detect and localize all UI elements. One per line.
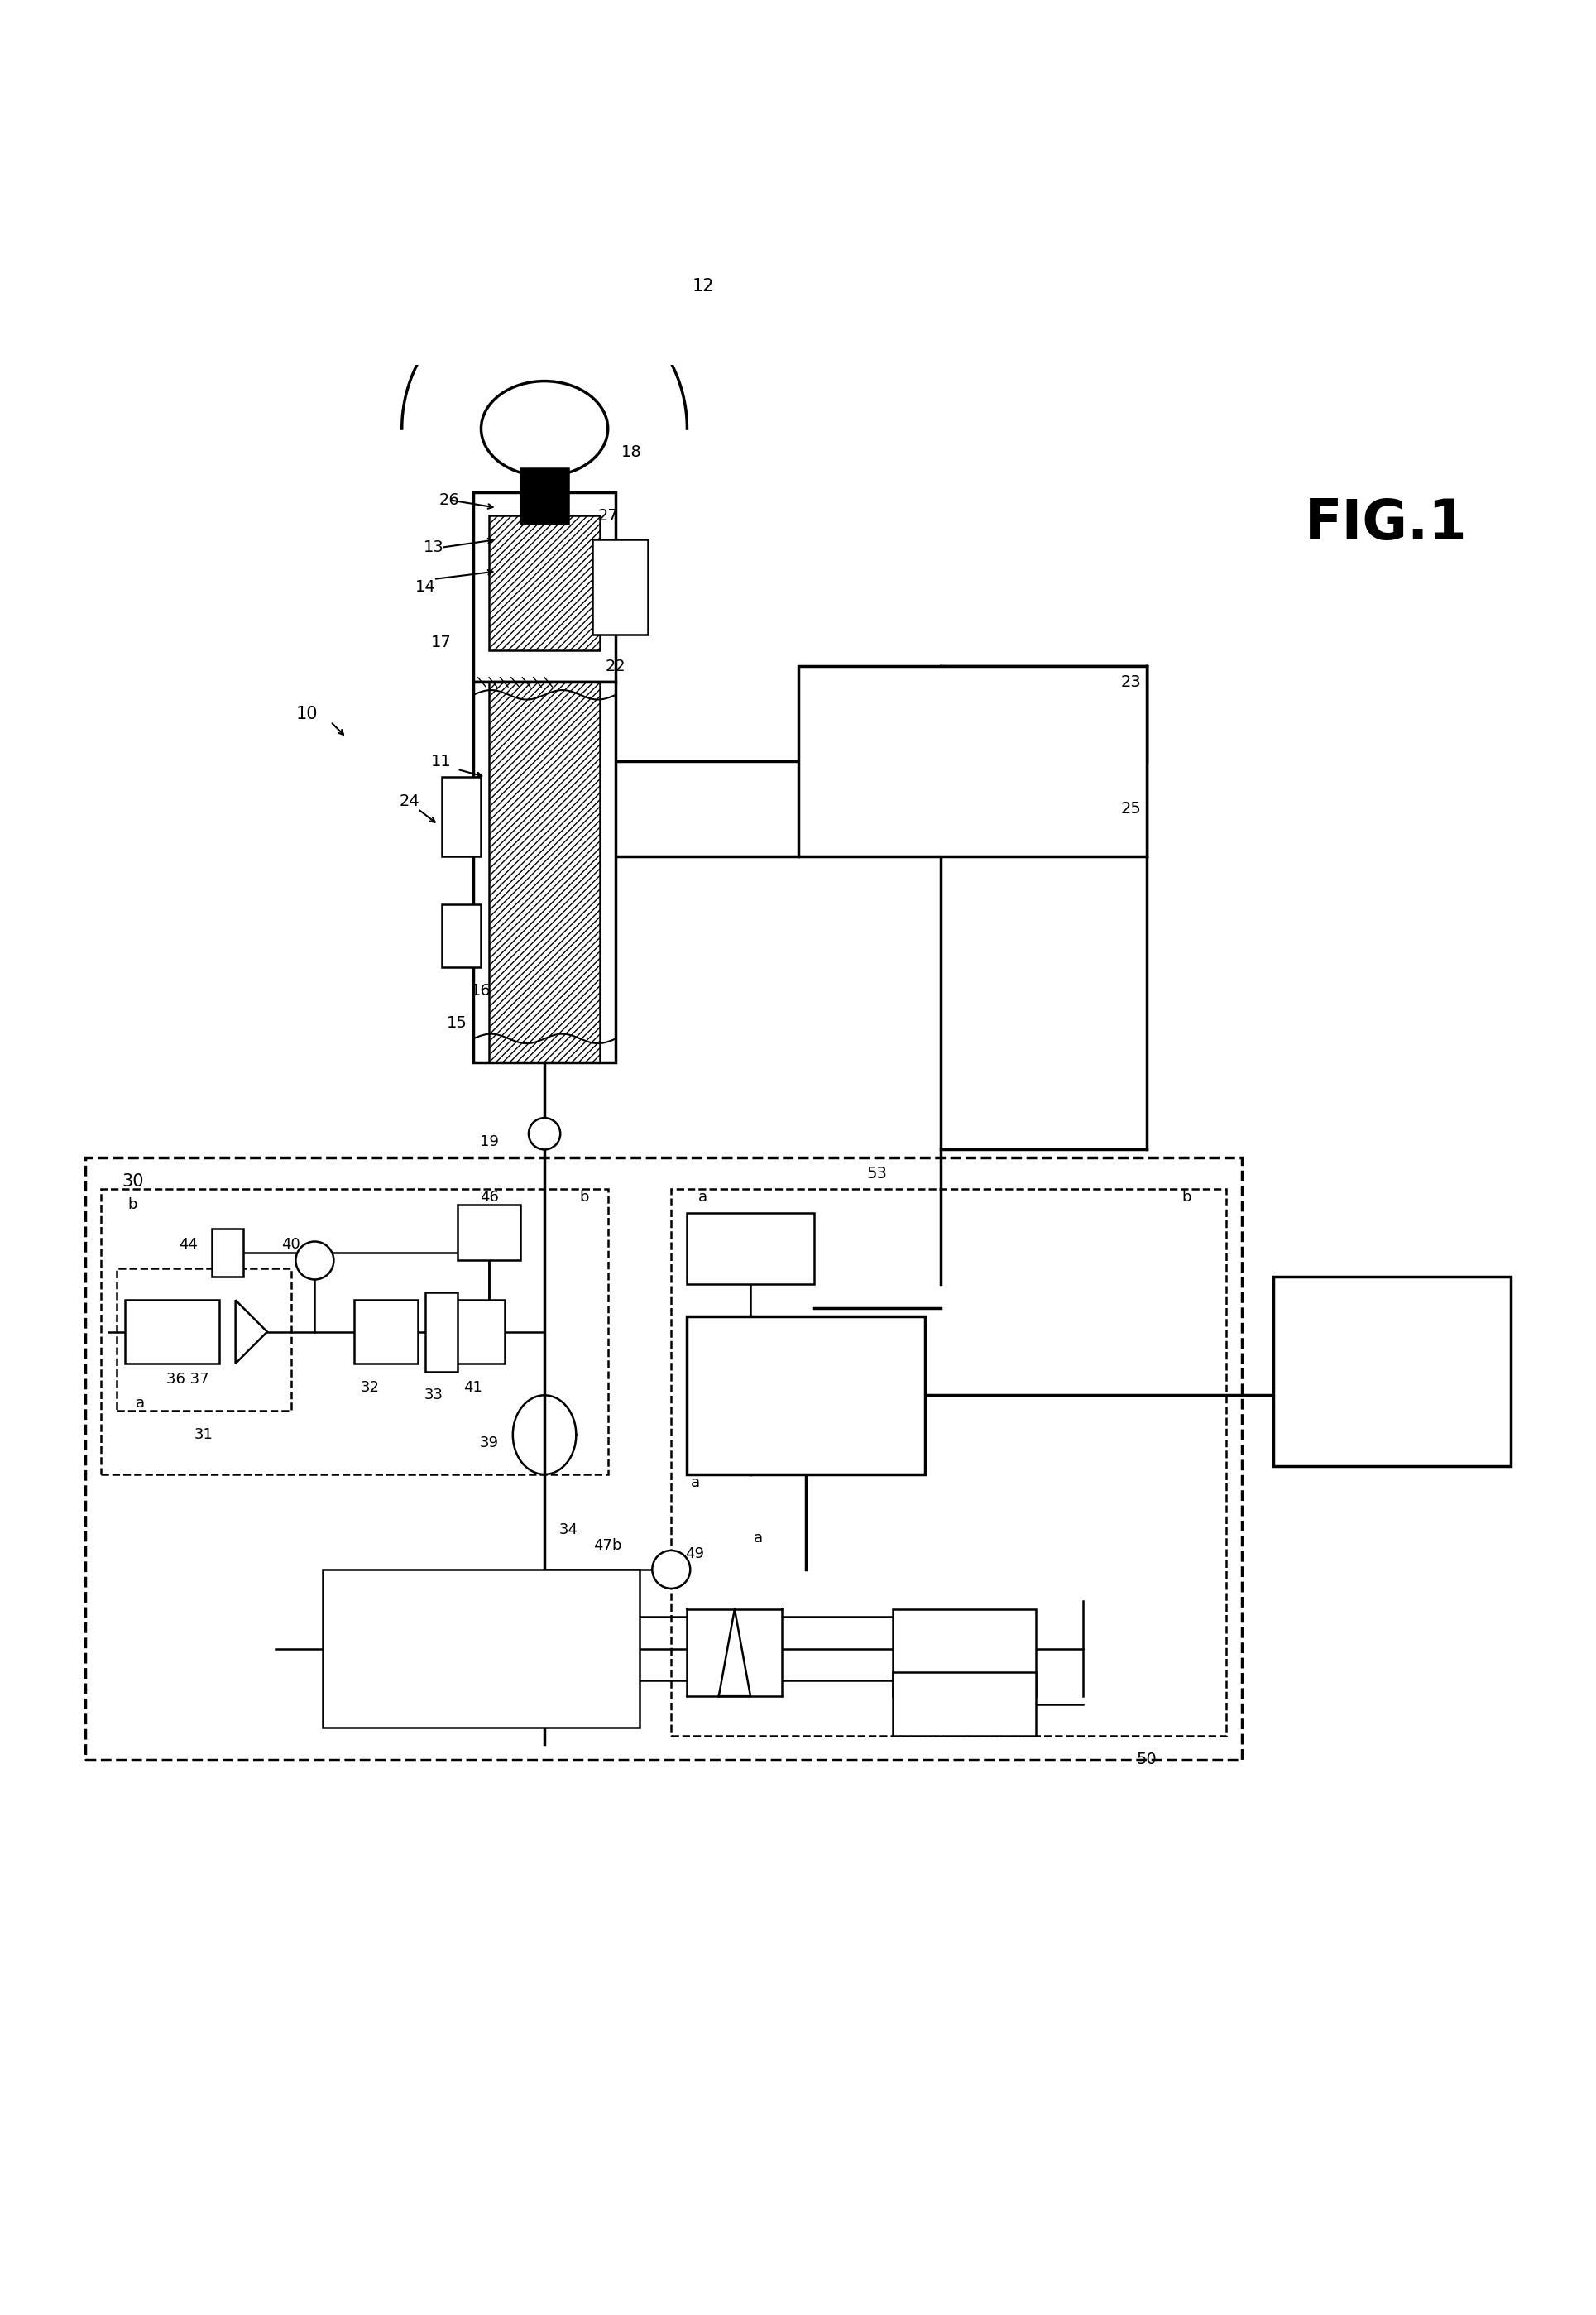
Text: 34: 34 (559, 1523, 578, 1537)
Text: a: a (753, 1530, 763, 1544)
Text: 45: 45 (227, 1236, 246, 1252)
Text: 70: 70 (1381, 1364, 1403, 1380)
Text: 26: 26 (439, 493, 460, 507)
Bar (592, 539, 648, 634)
Text: 46: 46 (479, 1190, 498, 1204)
Bar (442, 778, 480, 857)
Bar (101, 1190, 608, 1475)
Bar (672, 1190, 1226, 1736)
Text: b: b (1181, 1190, 1191, 1204)
Bar (85, 1158, 1242, 1759)
Bar (688, 1609, 782, 1697)
Text: 39: 39 (479, 1435, 498, 1449)
Bar (354, 1301, 418, 1364)
Bar (688, 1213, 814, 1285)
Text: 36 37: 36 37 (166, 1373, 209, 1387)
Bar (1274, 1276, 1511, 1465)
Bar (117, 1269, 290, 1412)
Bar (472, 493, 616, 683)
Text: b: b (579, 1190, 589, 1204)
Text: 50: 50 (1136, 1752, 1157, 1766)
Text: a: a (136, 1396, 145, 1410)
Bar (688, 1315, 924, 1475)
Bar (322, 1570, 640, 1727)
Text: 17: 17 (431, 634, 452, 651)
Text: 31: 31 (195, 1428, 214, 1442)
Text: 47a: 47a (468, 1641, 495, 1655)
Circle shape (653, 1551, 689, 1588)
Text: 24: 24 (399, 794, 420, 808)
Text: b: b (128, 1197, 137, 1213)
Bar (212, 1229, 244, 1276)
Text: 52: 52 (796, 1387, 816, 1403)
Text: 27: 27 (597, 507, 618, 523)
Bar (458, 1206, 520, 1259)
Text: 11: 11 (431, 752, 452, 769)
Text: 25: 25 (1120, 801, 1141, 817)
Bar (426, 1292, 458, 1370)
Polygon shape (236, 1301, 267, 1364)
Text: 10: 10 (295, 706, 318, 722)
Text: 42: 42 (503, 1229, 522, 1243)
Bar (488, 683, 600, 1063)
Text: FIG.1: FIG.1 (1306, 495, 1468, 551)
Bar (488, 516, 600, 651)
Bar (124, 1301, 220, 1364)
Text: 16: 16 (471, 984, 492, 1000)
Text: b: b (911, 1317, 921, 1331)
Bar (520, 468, 568, 523)
Text: 18: 18 (621, 444, 642, 461)
Text: 49: 49 (686, 1546, 704, 1560)
Text: a: a (699, 1190, 707, 1204)
Text: 41: 41 (464, 1380, 482, 1394)
Text: 48: 48 (725, 1648, 744, 1664)
Text: 22: 22 (605, 657, 626, 674)
Circle shape (295, 1241, 334, 1280)
Text: 40: 40 (281, 1236, 300, 1252)
Text: 51: 51 (741, 1236, 760, 1252)
Text: 32: 32 (361, 1380, 380, 1394)
Bar (442, 903, 480, 968)
Text: 16: 16 (605, 563, 626, 579)
Text: 53: 53 (867, 1164, 887, 1181)
Text: 30: 30 (121, 1174, 144, 1190)
Text: 15: 15 (447, 1014, 468, 1030)
Text: 54: 54 (954, 1697, 974, 1711)
Ellipse shape (480, 382, 608, 477)
Bar (472, 683, 616, 1063)
Bar (894, 1671, 1036, 1736)
Bar (894, 1609, 1036, 1697)
Bar (450, 1301, 504, 1364)
Text: 12: 12 (693, 278, 713, 294)
Text: 13: 13 (423, 539, 444, 556)
Text: 14: 14 (415, 579, 436, 595)
Text: 19: 19 (479, 1134, 498, 1148)
Text: 55: 55 (954, 1648, 974, 1664)
Circle shape (528, 1118, 560, 1151)
Text: a: a (691, 1475, 699, 1491)
Text: 33: 33 (425, 1387, 444, 1403)
Text: 44: 44 (179, 1236, 198, 1252)
Text: 47b: 47b (594, 1537, 622, 1553)
Text: 21: 21 (605, 618, 626, 634)
Text: 23: 23 (1120, 674, 1141, 690)
Bar (798, 667, 1146, 857)
